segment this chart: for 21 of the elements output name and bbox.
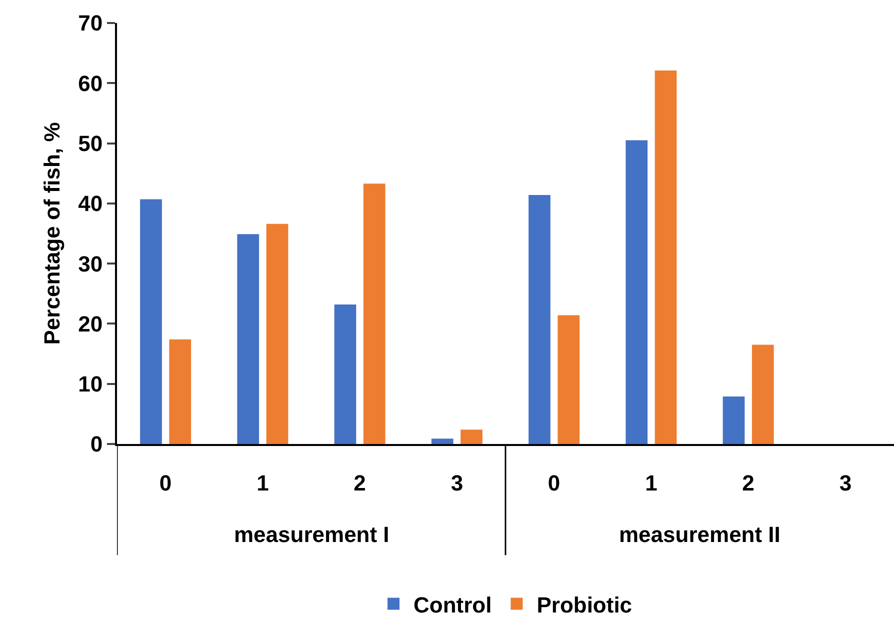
text: measurement I xyxy=(234,522,390,547)
legend-label: Probiotic xyxy=(536,592,632,618)
y-tick-label: 70 xyxy=(78,10,103,36)
x-tick-label: 0 xyxy=(548,470,560,496)
y-tick-label: 10 xyxy=(78,372,103,397)
y-axis-title: Percentage of fish, % xyxy=(39,122,64,345)
y-tick-label: 50 xyxy=(78,130,103,156)
legend-label: Control xyxy=(414,592,492,618)
x-tick-label: 0 xyxy=(159,470,172,496)
x-tick-label: 2 xyxy=(354,470,366,496)
x-tick-label: 3 xyxy=(839,470,852,496)
y-tick-label: 30 xyxy=(78,251,103,276)
y-tick-label: 60 xyxy=(78,70,103,96)
x-tick-label: 1 xyxy=(645,470,658,496)
x-tick-label: 3 xyxy=(450,470,464,496)
y-tick-label: 40 xyxy=(78,191,103,216)
x-tick-label: 2 xyxy=(742,470,754,496)
x-tick-label: 1 xyxy=(256,470,269,496)
y-tick-label: 0 xyxy=(90,432,103,457)
y-tick-label: 20 xyxy=(78,311,103,336)
text: measurement II xyxy=(619,522,780,547)
